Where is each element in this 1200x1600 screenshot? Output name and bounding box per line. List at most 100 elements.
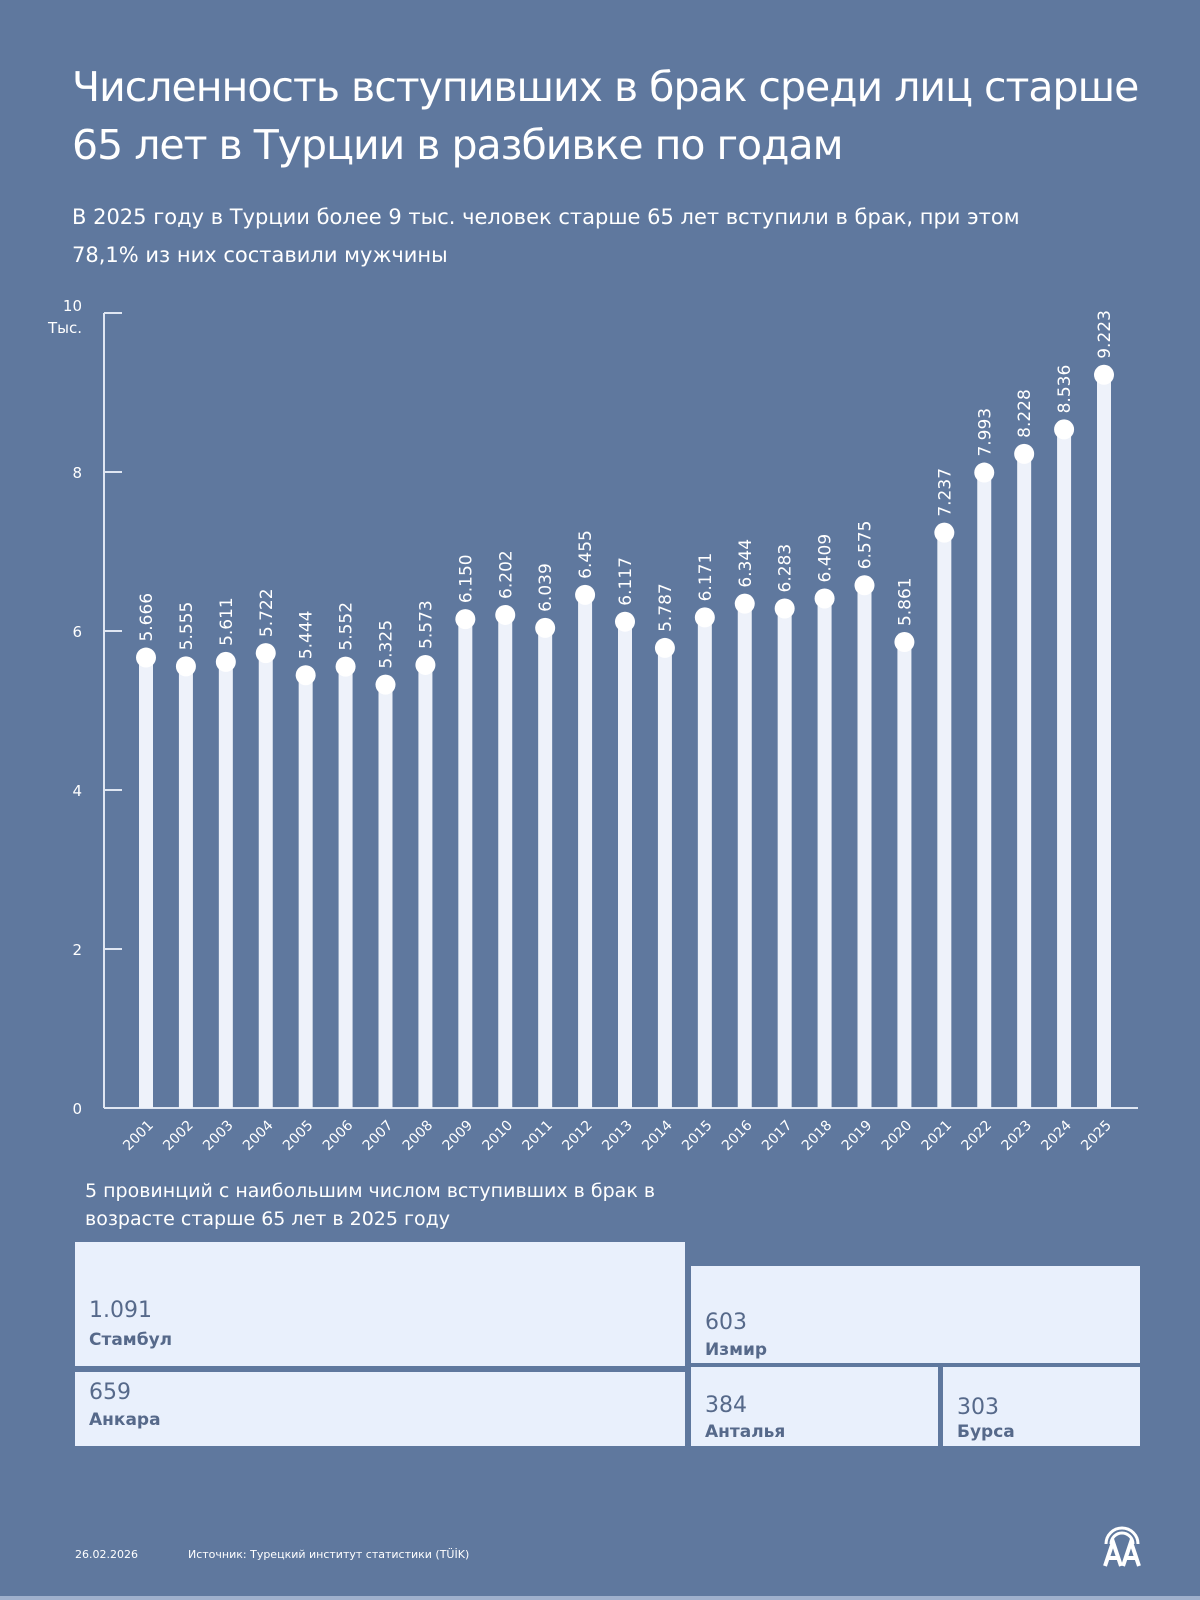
bar [498, 614, 513, 1108]
bar [857, 585, 872, 1108]
treemap-box-antalya: 384 Анталья [691, 1367, 938, 1446]
data-label: 8.228 [1015, 389, 1035, 438]
footer-source: Источник: Турецкий институт статистики (… [188, 1548, 470, 1561]
data-point [495, 604, 516, 625]
data-label: 7.237 [935, 468, 955, 517]
box-name: Анталья [705, 1422, 786, 1442]
x-tick-label: 2011 [519, 1118, 556, 1155]
x-tick-label: 2025 [1078, 1118, 1115, 1155]
page-title: Численность вступивших в брак среди лиц … [72, 63, 1139, 169]
x-tick-label: 2014 [639, 1117, 676, 1154]
box-name: Бурса [957, 1422, 1015, 1442]
x-tick-label: 2012 [559, 1118, 596, 1155]
data-point [375, 674, 396, 695]
data-label: 9.223 [1095, 310, 1115, 359]
x-tick-label: 2001 [120, 1118, 157, 1155]
box-name: Измир [705, 1340, 768, 1360]
data-label: 5.861 [895, 577, 915, 626]
data-label: 5.552 [337, 602, 357, 651]
x-tick-label: 2022 [959, 1118, 996, 1155]
footer-date: 26.02.2026 [75, 1548, 138, 1561]
data-label: 7.993 [975, 408, 995, 457]
bar [1097, 374, 1111, 1108]
bar [258, 653, 273, 1108]
box-value: 603 [705, 1310, 747, 1335]
treemap-box-izmir: 603 Измир [691, 1266, 1140, 1363]
data-point [934, 522, 955, 543]
data-point [774, 598, 795, 619]
data-label: 5.573 [416, 600, 436, 649]
bar [977, 472, 992, 1108]
y-tick-label: 0 [72, 1100, 82, 1118]
x-tick-label: 2015 [679, 1118, 716, 1155]
bar [298, 675, 313, 1108]
y-tick-label: 10 [63, 297, 82, 315]
bar [338, 666, 353, 1108]
data-label: 6.455 [576, 530, 596, 579]
data-label: 5.787 [656, 583, 676, 632]
x-tick-label: 2007 [360, 1118, 397, 1155]
x-tick-label: 2017 [759, 1118, 796, 1155]
x-tick-label: 2016 [719, 1117, 756, 1154]
bar [897, 642, 912, 1108]
data-point [136, 647, 156, 668]
x-tick-label: 2005 [280, 1118, 317, 1155]
x-tick-label: 2019 [839, 1118, 876, 1155]
bar [737, 603, 752, 1108]
data-label: 5.325 [377, 620, 397, 669]
data-point [694, 607, 715, 628]
box-name: Стамбул [89, 1330, 173, 1350]
y-tick-label: 6 [72, 623, 82, 641]
x-tick-label: 2010 [480, 1118, 517, 1155]
data-point [295, 665, 316, 686]
data-point [615, 611, 635, 632]
data-point [575, 584, 596, 605]
x-tick-label: 2013 [599, 1118, 636, 1155]
bar [817, 598, 832, 1108]
y-axis-unit: Тыс. [47, 319, 82, 337]
x-tick-label: 2002 [160, 1118, 197, 1155]
bar [1017, 453, 1032, 1108]
data-label: 6.344 [736, 539, 756, 588]
y-tick-label: 4 [72, 782, 82, 800]
data-point [535, 617, 556, 638]
data-point [215, 651, 236, 672]
bar-chart: 0 2 4 6 8 10 Тыс. 5.666 2001 5.555 2002 5.611 2003 5.… [47, 297, 1138, 1155]
x-tick-label: 2004 [240, 1117, 277, 1154]
treemap-box-bursa: 303 Бурса [943, 1367, 1140, 1446]
data-point [854, 575, 875, 596]
bar [777, 608, 792, 1108]
x-tick-label: 2006 [320, 1117, 357, 1154]
x-tick-label: 2020 [879, 1118, 916, 1155]
data-label: 8.536 [1055, 365, 1075, 414]
data-point [1094, 364, 1114, 385]
data-label: 6.409 [816, 534, 836, 583]
data-point [654, 637, 675, 658]
data-label: 5.666 [137, 593, 157, 642]
data-point [1014, 443, 1035, 464]
data-label: 5.555 [177, 602, 197, 651]
bar [378, 684, 393, 1108]
data-label: 6.202 [496, 550, 516, 599]
data-label: 5.611 [217, 597, 237, 646]
x-tick-label: 2003 [200, 1118, 237, 1155]
y-tick-label: 2 [72, 941, 82, 959]
box-name: Анкара [89, 1410, 161, 1430]
bar [538, 627, 553, 1108]
aa-logo [1103, 1526, 1141, 1567]
box-value: 659 [89, 1380, 131, 1405]
y-tick-label: 8 [72, 464, 82, 482]
data-point [974, 462, 995, 483]
box-value: 384 [705, 1393, 747, 1418]
data-label: 6.150 [456, 554, 476, 603]
data-label: 6.171 [696, 553, 716, 602]
data-point [734, 593, 755, 614]
data-label: 6.575 [856, 521, 876, 570]
bar [657, 647, 672, 1108]
x-tick-label: 2008 [400, 1118, 437, 1155]
data-label: 6.117 [616, 557, 636, 606]
data-point [1054, 419, 1075, 440]
data-label: 5.444 [297, 611, 317, 660]
data-point [894, 632, 915, 653]
box-value: 303 [957, 1395, 999, 1420]
